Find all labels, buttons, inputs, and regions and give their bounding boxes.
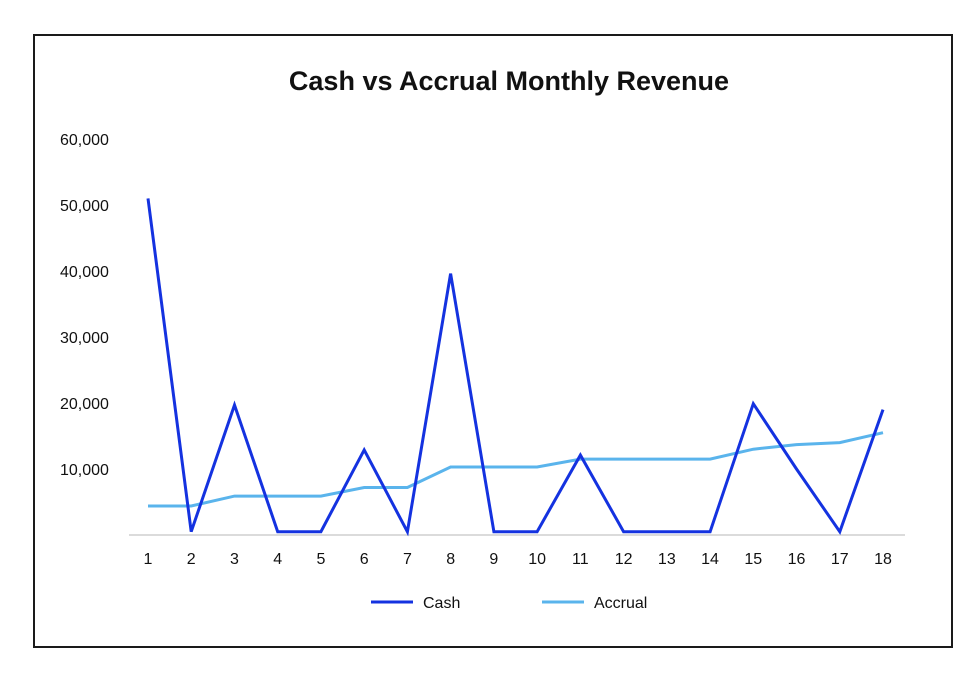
chart-frame: Cash vs Accrual Monthly Revenue 10,000 20… (33, 34, 953, 648)
y-tick-label: 40,000 (60, 264, 109, 281)
chart-title: Cash vs Accrual Monthly Revenue (289, 66, 729, 96)
y-tick-label: 20,000 (60, 396, 109, 413)
series-line-accrual (148, 431, 884, 508)
x-tick-label: 18 (874, 551, 892, 568)
x-tick-label: 15 (744, 551, 762, 568)
legend: Cash Accrual (371, 595, 647, 612)
x-tick-label: 11 (572, 551, 589, 568)
y-axis-ticks: 10,000 20,000 30,000 40,000 50,000 60,000 (60, 132, 109, 479)
series-lines (146, 198, 885, 537)
y-tick-label: 50,000 (60, 198, 109, 215)
x-tick-label: 10 (528, 551, 546, 568)
x-tick-label: 2 (187, 551, 196, 568)
x-tick-label: 9 (489, 551, 498, 568)
x-axis-ticks: 1 2 3 4 5 6 7 8 9 10 11 12 13 14 15 16 17 18 (144, 551, 892, 568)
x-tick-label: 5 (316, 551, 325, 568)
x-tick-label: 4 (273, 551, 282, 568)
series-line-cash (146, 198, 885, 537)
line-chart: Cash vs Accrual Monthly Revenue 10,000 20… (60, 66, 905, 612)
x-tick-label: 1 (144, 551, 153, 568)
x-tick-label: 16 (788, 551, 806, 568)
y-tick-label: 10,000 (60, 462, 109, 479)
legend-label-cash: Cash (423, 595, 460, 612)
y-tick-label: 60,000 (60, 132, 109, 149)
x-tick-label: 12 (615, 551, 633, 568)
x-tick-label: 17 (831, 551, 849, 568)
x-tick-label: 8 (446, 551, 455, 568)
y-tick-label: 30,000 (60, 330, 109, 347)
x-tick-label: 7 (403, 551, 412, 568)
x-tick-label: 6 (360, 551, 369, 568)
x-tick-label: 3 (230, 551, 239, 568)
x-tick-label: 13 (658, 551, 676, 568)
x-tick-label: 14 (701, 551, 719, 568)
legend-label-accrual: Accrual (594, 595, 647, 612)
